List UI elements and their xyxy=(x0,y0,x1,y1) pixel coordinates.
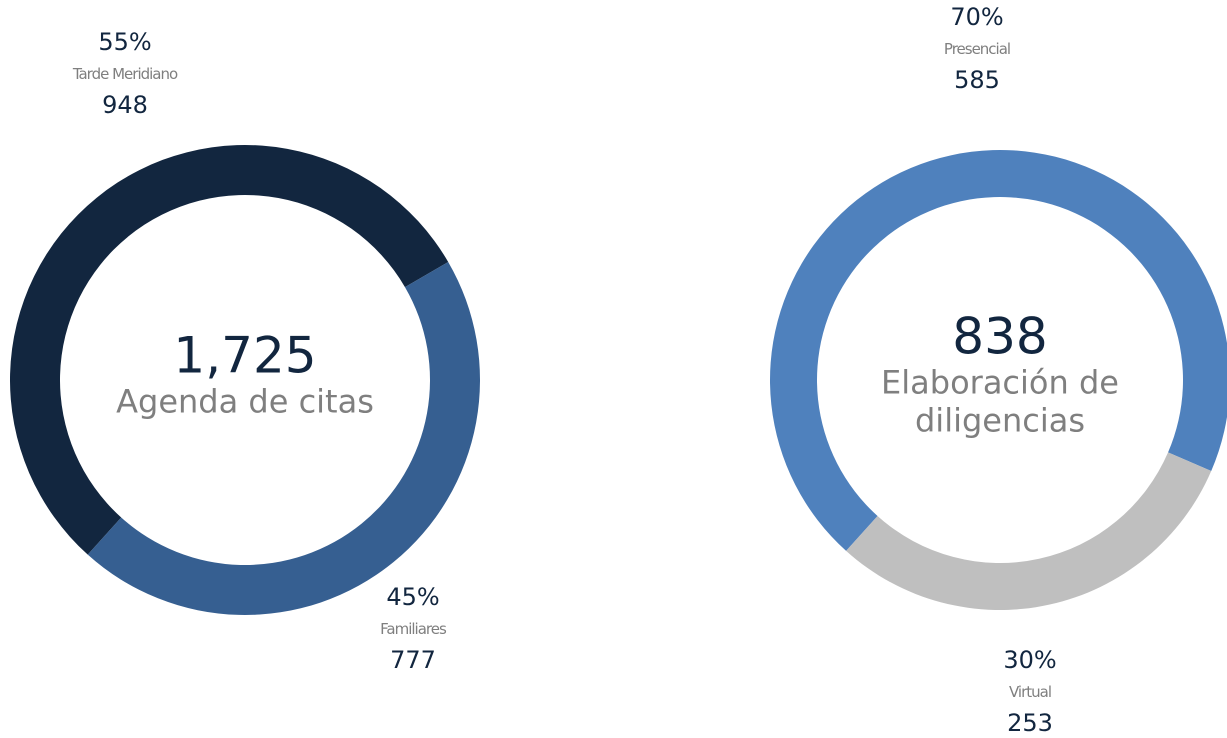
value-label: 948 xyxy=(102,90,148,119)
data-label: 30% Virtual 253 xyxy=(975,646,1085,738)
center-text: 838 Elaboración de diligencias xyxy=(840,310,1160,439)
donut-segment xyxy=(846,452,1212,610)
data-label: 55% Tarde Meridiano 948 xyxy=(70,28,180,120)
total: 838 xyxy=(952,307,1048,366)
center-label: Agenda de citas xyxy=(116,382,374,421)
category-label: Virtual xyxy=(1008,682,1052,701)
donut-segment xyxy=(770,149,1227,551)
category-label: Presencial xyxy=(943,39,1011,58)
value-label: 585 xyxy=(954,65,1000,94)
category-label: Familiares xyxy=(380,619,447,638)
center-label: Elaboración de diligencias xyxy=(881,362,1119,440)
category-label: Tarde Meridiano xyxy=(72,64,178,83)
data-label: 45% Familiares 777 xyxy=(358,583,468,675)
share-label: 30% xyxy=(1003,646,1057,674)
donut-segment xyxy=(87,261,480,615)
total: 1,725 xyxy=(173,326,317,385)
donut-segment xyxy=(9,144,449,555)
data-label: 70% Presencial 585 xyxy=(922,3,1032,95)
share-label: 55% xyxy=(98,28,152,56)
value-label: 253 xyxy=(1007,708,1053,737)
center-text: 1,725 Agenda de citas xyxy=(85,330,405,421)
share-label: 45% xyxy=(386,583,440,611)
value-label: 777 xyxy=(390,645,436,674)
share-label: 70% xyxy=(950,3,1004,31)
